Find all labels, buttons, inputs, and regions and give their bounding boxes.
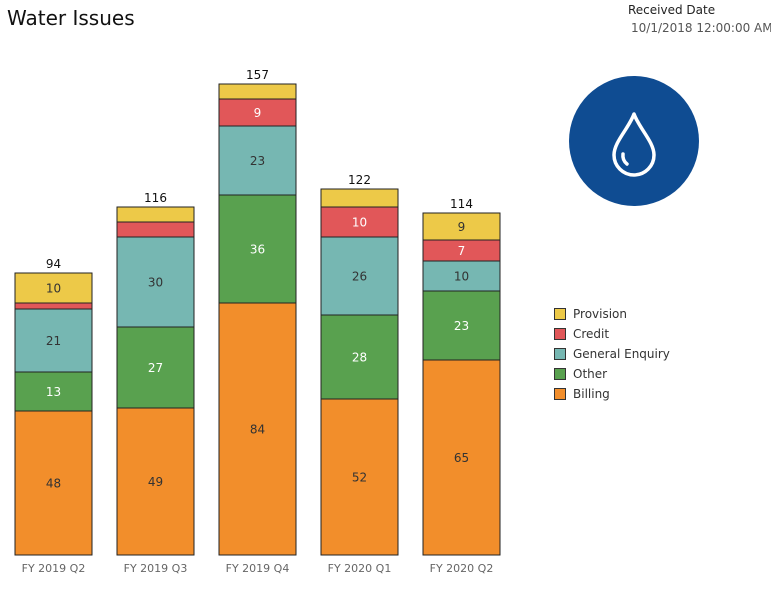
bar-segment[interactable] <box>320 398 399 556</box>
segment-label: 21 <box>46 334 61 348</box>
bar-segment[interactable] <box>218 83 297 100</box>
segment-label: 10 <box>46 282 61 296</box>
bar-segment[interactable] <box>422 260 501 292</box>
bar-segment[interactable] <box>320 314 399 400</box>
bar-total-label: 122 <box>348 173 371 187</box>
bar-segment[interactable] <box>218 302 297 556</box>
legend-label: General Enquiry <box>573 347 670 361</box>
bar-total-label: 114 <box>450 197 473 211</box>
segment-label: 10 <box>454 270 469 284</box>
bar-segment[interactable] <box>320 206 399 238</box>
chart-title: Water Issues <box>7 6 135 30</box>
legend-label: Credit <box>573 327 610 341</box>
legend-swatch <box>554 328 566 340</box>
bar-segment[interactable] <box>320 236 399 316</box>
bar-segment[interactable] <box>116 326 195 409</box>
bar-segment[interactable] <box>14 308 93 373</box>
x-tick-label: FY 2020 Q2 <box>430 562 494 575</box>
segment-label: 36 <box>250 243 265 257</box>
segment-label: 23 <box>250 154 265 168</box>
segment-label: 7 <box>458 244 466 258</box>
legend-swatch <box>554 308 566 320</box>
bar-segment[interactable] <box>116 407 195 556</box>
bar-segment[interactable] <box>116 236 195 328</box>
segment-label: 30 <box>148 276 163 290</box>
legend-swatch <box>554 388 566 400</box>
bar-total-label: 116 <box>144 191 167 205</box>
x-tick-label: FY 2019 Q3 <box>124 562 188 575</box>
segment-label: 49 <box>148 475 163 489</box>
bar-segment[interactable] <box>14 272 93 304</box>
bar-segment[interactable] <box>14 302 93 310</box>
bar-total-label: 94 <box>46 257 61 271</box>
legend-label: Billing <box>573 387 610 401</box>
stacked-bar-chart: 48 13 21 10 94 FY 2019 Q2 49 27 30 116 FY 2019 Q3 8… <box>14 68 501 575</box>
segment-label: 52 <box>352 471 367 485</box>
segment-label: 13 <box>46 385 61 399</box>
filter-label: Received Date <box>628 3 716 17</box>
segment-label: 48 <box>46 477 61 491</box>
legend-swatch <box>554 368 566 380</box>
bar-segment[interactable] <box>422 290 501 361</box>
bar-segment[interactable] <box>218 125 297 196</box>
x-tick-label: FY 2019 Q4 <box>226 562 290 575</box>
segment-label: 27 <box>148 361 163 375</box>
x-tick-label: FY 2019 Q2 <box>22 562 86 575</box>
bar-segment[interactable] <box>320 188 399 208</box>
segment-label: 28 <box>352 351 367 365</box>
x-tick-label: FY 2020 Q1 <box>328 562 392 575</box>
bar-segment[interactable] <box>422 212 501 241</box>
segment-label: 84 <box>250 423 265 437</box>
bar-segment[interactable] <box>116 221 195 238</box>
bar-segment[interactable] <box>14 371 93 412</box>
legend-swatch <box>554 348 566 360</box>
legend-label: Provision <box>573 307 628 321</box>
segment-label: 65 <box>454 451 469 465</box>
segment-label: 23 <box>454 319 469 333</box>
filter-value[interactable]: 10/1/2018 12:00:00 AM <box>631 21 771 35</box>
bar-total-label: 157 <box>246 68 269 82</box>
segment-label: 9 <box>458 220 466 234</box>
water-drop-icon <box>569 76 699 206</box>
legend-label: Other <box>573 367 608 381</box>
segment-label: 10 <box>352 216 367 230</box>
bar-segment[interactable] <box>422 359 501 556</box>
bar-segment[interactable] <box>116 206 195 223</box>
segment-label: 26 <box>352 270 367 284</box>
segment-label: 9 <box>254 106 262 120</box>
